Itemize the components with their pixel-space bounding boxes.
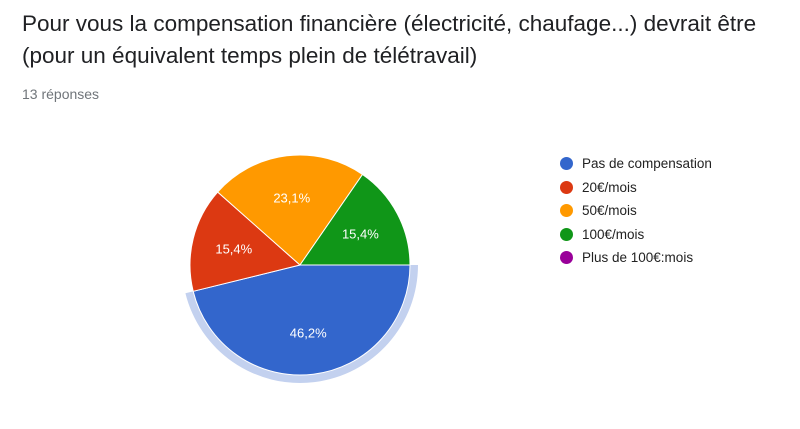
pie-slice-0[interactable] [192,264,411,376]
legend-item-4[interactable]: Plus de 100€:mois [560,246,712,270]
slice-label-0: 46,2% [290,326,327,341]
legend-swatch [560,227,573,241]
legend-label: 20€/mois [582,179,637,195]
legend-item-1[interactable]: 20€/mois [560,176,712,200]
legend-label: Pas de compensation [582,156,712,172]
legend-item-3[interactable]: 100€/mois [560,223,712,247]
response-count: 13 réponses [22,86,100,102]
pie-slice-1[interactable] [189,191,302,292]
legend-label: Plus de 100€:mois [582,250,694,266]
slice-label-1: 15,4% [215,242,252,257]
legend-swatch [560,180,573,194]
legend-label: 100€/mois [582,226,645,242]
legend-item-2[interactable]: 50€/mois [560,199,712,223]
slice-label-2: 23,1% [273,190,310,205]
legend-label: 50€/mois [582,203,637,219]
chart-legend: Pas de compensation 20€/mois 50€/mois 100€/… [560,152,712,270]
slice-label-3: 15,4% [342,226,379,241]
legend-swatch [560,204,573,218]
pie-slice-2[interactable] [216,154,364,266]
legend-swatch [560,157,573,171]
pie-slice-3[interactable] [299,173,411,266]
chart-title: Pour vous la compensation financière (él… [22,11,757,68]
legend-item-0[interactable]: Pas de compensation [560,152,712,176]
legend-swatch [560,251,573,265]
